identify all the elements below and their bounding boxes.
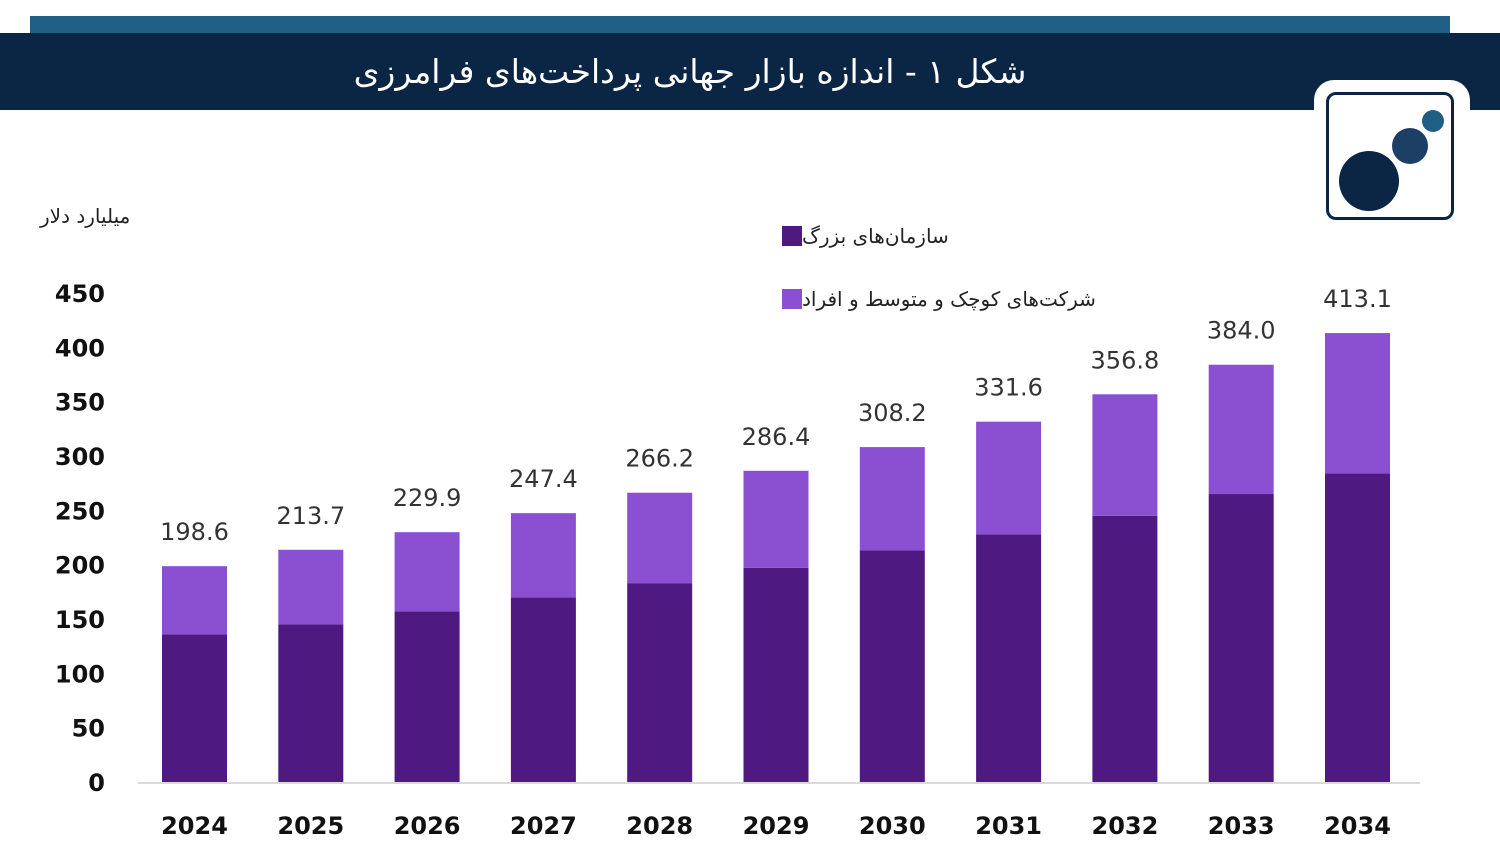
bar-total-label: 413.1: [1323, 285, 1392, 313]
bar-total-label: 331.6: [974, 374, 1043, 402]
bar-segment-large: [510, 597, 576, 782]
bar-segment-sme: [976, 421, 1042, 535]
bar-segment-large: [162, 634, 227, 782]
x-tick-label: 2027: [510, 812, 577, 840]
legend-item-large: سازمان‌های بزرگ: [782, 224, 982, 248]
bar-segment-large: [976, 534, 1042, 782]
y-tick-label: 50: [72, 715, 105, 743]
y-tick-label: 400: [55, 334, 105, 362]
x-tick-label: 2030: [859, 812, 926, 840]
y-tick-label: 300: [55, 443, 105, 471]
bar-total-label: 266.2: [625, 445, 694, 473]
bar-total-label: 286.4: [742, 423, 811, 451]
bar-segment-sme: [1208, 364, 1274, 495]
legend-swatch-sme: [782, 289, 802, 309]
y-tick-label: 350: [55, 389, 105, 417]
legend-item-sme: شرکت‌های کوچک و متوسط و افراد: [782, 287, 1147, 311]
bar-segment-large: [1092, 515, 1158, 782]
bar-segment-large: [1325, 473, 1390, 782]
title-bar: شکل ۱ - اندازه بازار جهانی پرداخت‌های فر…: [0, 33, 1500, 110]
bar-segment-sme: [278, 549, 344, 625]
x-tick-label: 2025: [277, 812, 344, 840]
bar-segment-sme: [743, 470, 809, 568]
bar-segment-sme: [1092, 394, 1158, 516]
bar-segment-sme: [627, 492, 693, 584]
bar-segment-large: [743, 567, 809, 782]
logo: [1314, 80, 1470, 236]
legend-label-large: سازمان‌های بزرگ: [802, 224, 949, 248]
x-tick-label: 2024: [161, 812, 228, 840]
bar-total-label: 308.2: [858, 399, 927, 427]
bar-total-label: 247.4: [509, 465, 578, 493]
figure-title: شکل ۱ - اندازه بازار جهانی پرداخت‌های فر…: [353, 52, 1027, 91]
bar-segment-sme: [510, 513, 576, 598]
x-tick-label: 2029: [743, 812, 810, 840]
dots-logo-icon: [1339, 110, 1444, 211]
y-tick-label: 450: [55, 280, 105, 308]
x-tick-label: 2034: [1324, 812, 1391, 840]
bar-segment-sme: [162, 566, 227, 635]
x-tick-label: 2032: [1092, 812, 1159, 840]
bar-total-label: 229.9: [393, 484, 462, 512]
bar-segment-large: [859, 550, 925, 782]
bar-segment-sme: [859, 447, 925, 551]
bar-total-label: 356.8: [1091, 346, 1160, 374]
bar-segment-large: [278, 624, 344, 782]
x-tick-label: 2028: [626, 812, 693, 840]
legend-label-sme: شرکت‌های کوچک و متوسط و افراد: [802, 287, 1096, 311]
bar-segment-large: [394, 611, 460, 782]
legend-swatch-large: [782, 226, 802, 246]
y-tick-label: 0: [88, 769, 105, 797]
logo-frame: [1326, 92, 1454, 220]
bar-total-label: 198.6: [160, 518, 229, 546]
bar-segment-large: [1208, 494, 1274, 782]
bar-segment-sme: [394, 532, 460, 612]
bar-segment-sme: [1325, 333, 1390, 474]
x-tick-label: 2033: [1208, 812, 1275, 840]
bar-segment-large: [627, 583, 693, 782]
x-tick-label: 2026: [394, 812, 461, 840]
bar-total-label: 213.7: [276, 502, 345, 530]
y-tick-label: 100: [55, 660, 105, 688]
y-unit-label: میلیارد دلار: [40, 204, 131, 228]
y-tick-label: 150: [55, 606, 105, 634]
y-tick-label: 200: [55, 552, 105, 580]
bar-total-label: 384.0: [1207, 317, 1276, 345]
y-tick-label: 250: [55, 497, 105, 525]
x-tick-label: 2031: [975, 812, 1042, 840]
top-accent-strip: [30, 16, 1450, 34]
